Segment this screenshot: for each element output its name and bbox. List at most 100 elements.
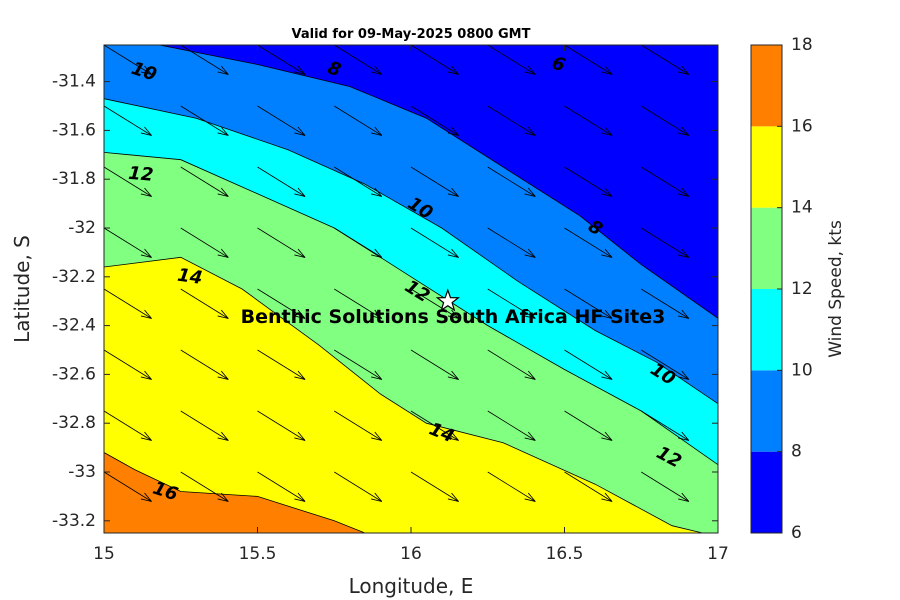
contour-line-16 bbox=[104, 452, 366, 533]
site-star-icon bbox=[435, 288, 460, 312]
wind-arrow bbox=[257, 105, 306, 136]
wind-arrow bbox=[564, 227, 613, 258]
wind-arrow bbox=[334, 288, 383, 319]
wind-arrow bbox=[104, 45, 152, 75]
wind-arrow bbox=[487, 166, 536, 197]
wind-arrow bbox=[334, 105, 383, 136]
plot-area bbox=[104, 45, 718, 533]
wind-arrow bbox=[641, 410, 690, 441]
contour-label: 6 bbox=[549, 53, 567, 77]
colorbar-label: Wind Speed, kts bbox=[826, 220, 846, 358]
wind-arrow bbox=[180, 349, 229, 380]
wind-arrow bbox=[180, 410, 229, 441]
wind-arrow bbox=[257, 227, 306, 258]
wind-arrow bbox=[104, 288, 152, 319]
wind-arrow bbox=[257, 349, 306, 380]
wind-arrow bbox=[564, 166, 613, 197]
colorbar-swatch bbox=[751, 370, 782, 452]
colorbar-tick-label: 18 bbox=[791, 35, 813, 55]
wind-arrow bbox=[487, 349, 536, 380]
wind-arrow bbox=[641, 105, 690, 136]
wind-arrow bbox=[564, 288, 613, 319]
wind-arrow bbox=[564, 45, 613, 75]
colorbar-swatch bbox=[751, 126, 782, 208]
y-tick-label: -32 bbox=[68, 218, 96, 238]
y-axis-ticks: -31.4 -31.6 -31.8 -32 -32.2 -32.4 -32.6 -32.8 -3… bbox=[52, 72, 718, 531]
band-14 bbox=[104, 257, 703, 533]
contour-line-14 bbox=[104, 256, 703, 533]
colorbar-swatch bbox=[751, 45, 782, 127]
y-tick-label: -33.2 bbox=[52, 511, 96, 531]
colorbar-tick-label: 12 bbox=[791, 279, 813, 299]
wind-vectors bbox=[104, 45, 690, 502]
x-axis-label: Longitude, E bbox=[349, 574, 474, 598]
wind-arrow bbox=[487, 45, 536, 75]
contour-line-8 bbox=[159, 45, 718, 319]
wind-arrow bbox=[641, 45, 690, 75]
wind-arrow bbox=[104, 227, 152, 258]
colorbar-swatch bbox=[751, 451, 782, 533]
wind-arrow bbox=[487, 105, 536, 136]
wind-arrow bbox=[410, 45, 459, 75]
wind-arrow bbox=[410, 288, 459, 319]
wind-arrow bbox=[564, 471, 613, 502]
wind-arrow bbox=[334, 45, 383, 75]
wind-arrow bbox=[487, 471, 536, 502]
wind-arrow bbox=[564, 105, 613, 136]
wind-arrow bbox=[641, 227, 690, 258]
colorbar-tick-label: 14 bbox=[791, 198, 813, 218]
wind-arrow bbox=[104, 410, 152, 441]
wind-arrow bbox=[104, 471, 152, 502]
wind-arrow bbox=[180, 227, 229, 258]
y-tick-label: -32.6 bbox=[52, 364, 96, 384]
y-tick-label: -33 bbox=[68, 462, 96, 482]
site-marker-group: Benthic Solutions South Africa HF Site3 bbox=[241, 288, 666, 328]
contour-label: 8 bbox=[325, 57, 343, 81]
contour-line-12 bbox=[104, 152, 718, 466]
wind-arrow bbox=[641, 166, 690, 197]
x-tick-label: 16 bbox=[400, 544, 422, 564]
colorbar-tick-label: 10 bbox=[791, 360, 813, 380]
wind-arrow bbox=[564, 410, 613, 441]
wind-arrow bbox=[564, 349, 613, 380]
y-tick-label: -32.8 bbox=[52, 413, 96, 433]
wind-arrow bbox=[487, 288, 536, 319]
site-label: Benthic Solutions South Africa HF Site3 bbox=[241, 306, 666, 328]
wind-arrow bbox=[334, 349, 383, 380]
wind-arrow bbox=[641, 349, 690, 380]
colorbar-tick-label: 6 bbox=[791, 523, 802, 543]
wind-arrow bbox=[104, 349, 152, 380]
band-16 bbox=[104, 452, 365, 533]
wind-arrow bbox=[487, 227, 536, 258]
wind-arrow bbox=[180, 471, 229, 502]
x-tick-label: 15.5 bbox=[239, 544, 277, 564]
wind-arrow bbox=[257, 288, 306, 319]
chart-title: Valid for 09-May-2025 0800 GMT bbox=[292, 27, 531, 42]
wind-arrow bbox=[641, 288, 690, 319]
wind-arrow bbox=[410, 349, 459, 380]
y-tick-label: -31.8 bbox=[52, 169, 96, 189]
wind-arrow bbox=[257, 410, 306, 441]
x-tick-label: 16.5 bbox=[546, 544, 584, 564]
x-axis-ticks: 15 15.5 16 16.5 17 bbox=[93, 45, 729, 564]
wind-arrow bbox=[410, 410, 459, 441]
wind-arrow bbox=[334, 166, 383, 197]
wind-arrow bbox=[180, 166, 229, 197]
y-axis-label: Latitude, S bbox=[10, 235, 34, 343]
wind-arrow bbox=[180, 288, 229, 319]
colorbar-tick-label: 8 bbox=[791, 442, 802, 462]
wind-arrow bbox=[257, 45, 306, 75]
colorbar-swatch bbox=[751, 207, 782, 289]
y-tick-label: -31.6 bbox=[52, 120, 96, 140]
contour-line-10 bbox=[104, 98, 718, 405]
wind-arrow bbox=[641, 471, 690, 502]
y-tick-label: -32.2 bbox=[52, 267, 96, 287]
wind-arrow bbox=[334, 227, 383, 258]
wind-arrow bbox=[257, 166, 306, 197]
colorbar: 6 8 10 12 14 16 18 bbox=[750, 35, 813, 543]
wind-arrow bbox=[334, 471, 383, 502]
contour-label: 12 bbox=[127, 163, 154, 186]
wind-arrow bbox=[334, 410, 383, 441]
wind-arrow bbox=[410, 471, 459, 502]
